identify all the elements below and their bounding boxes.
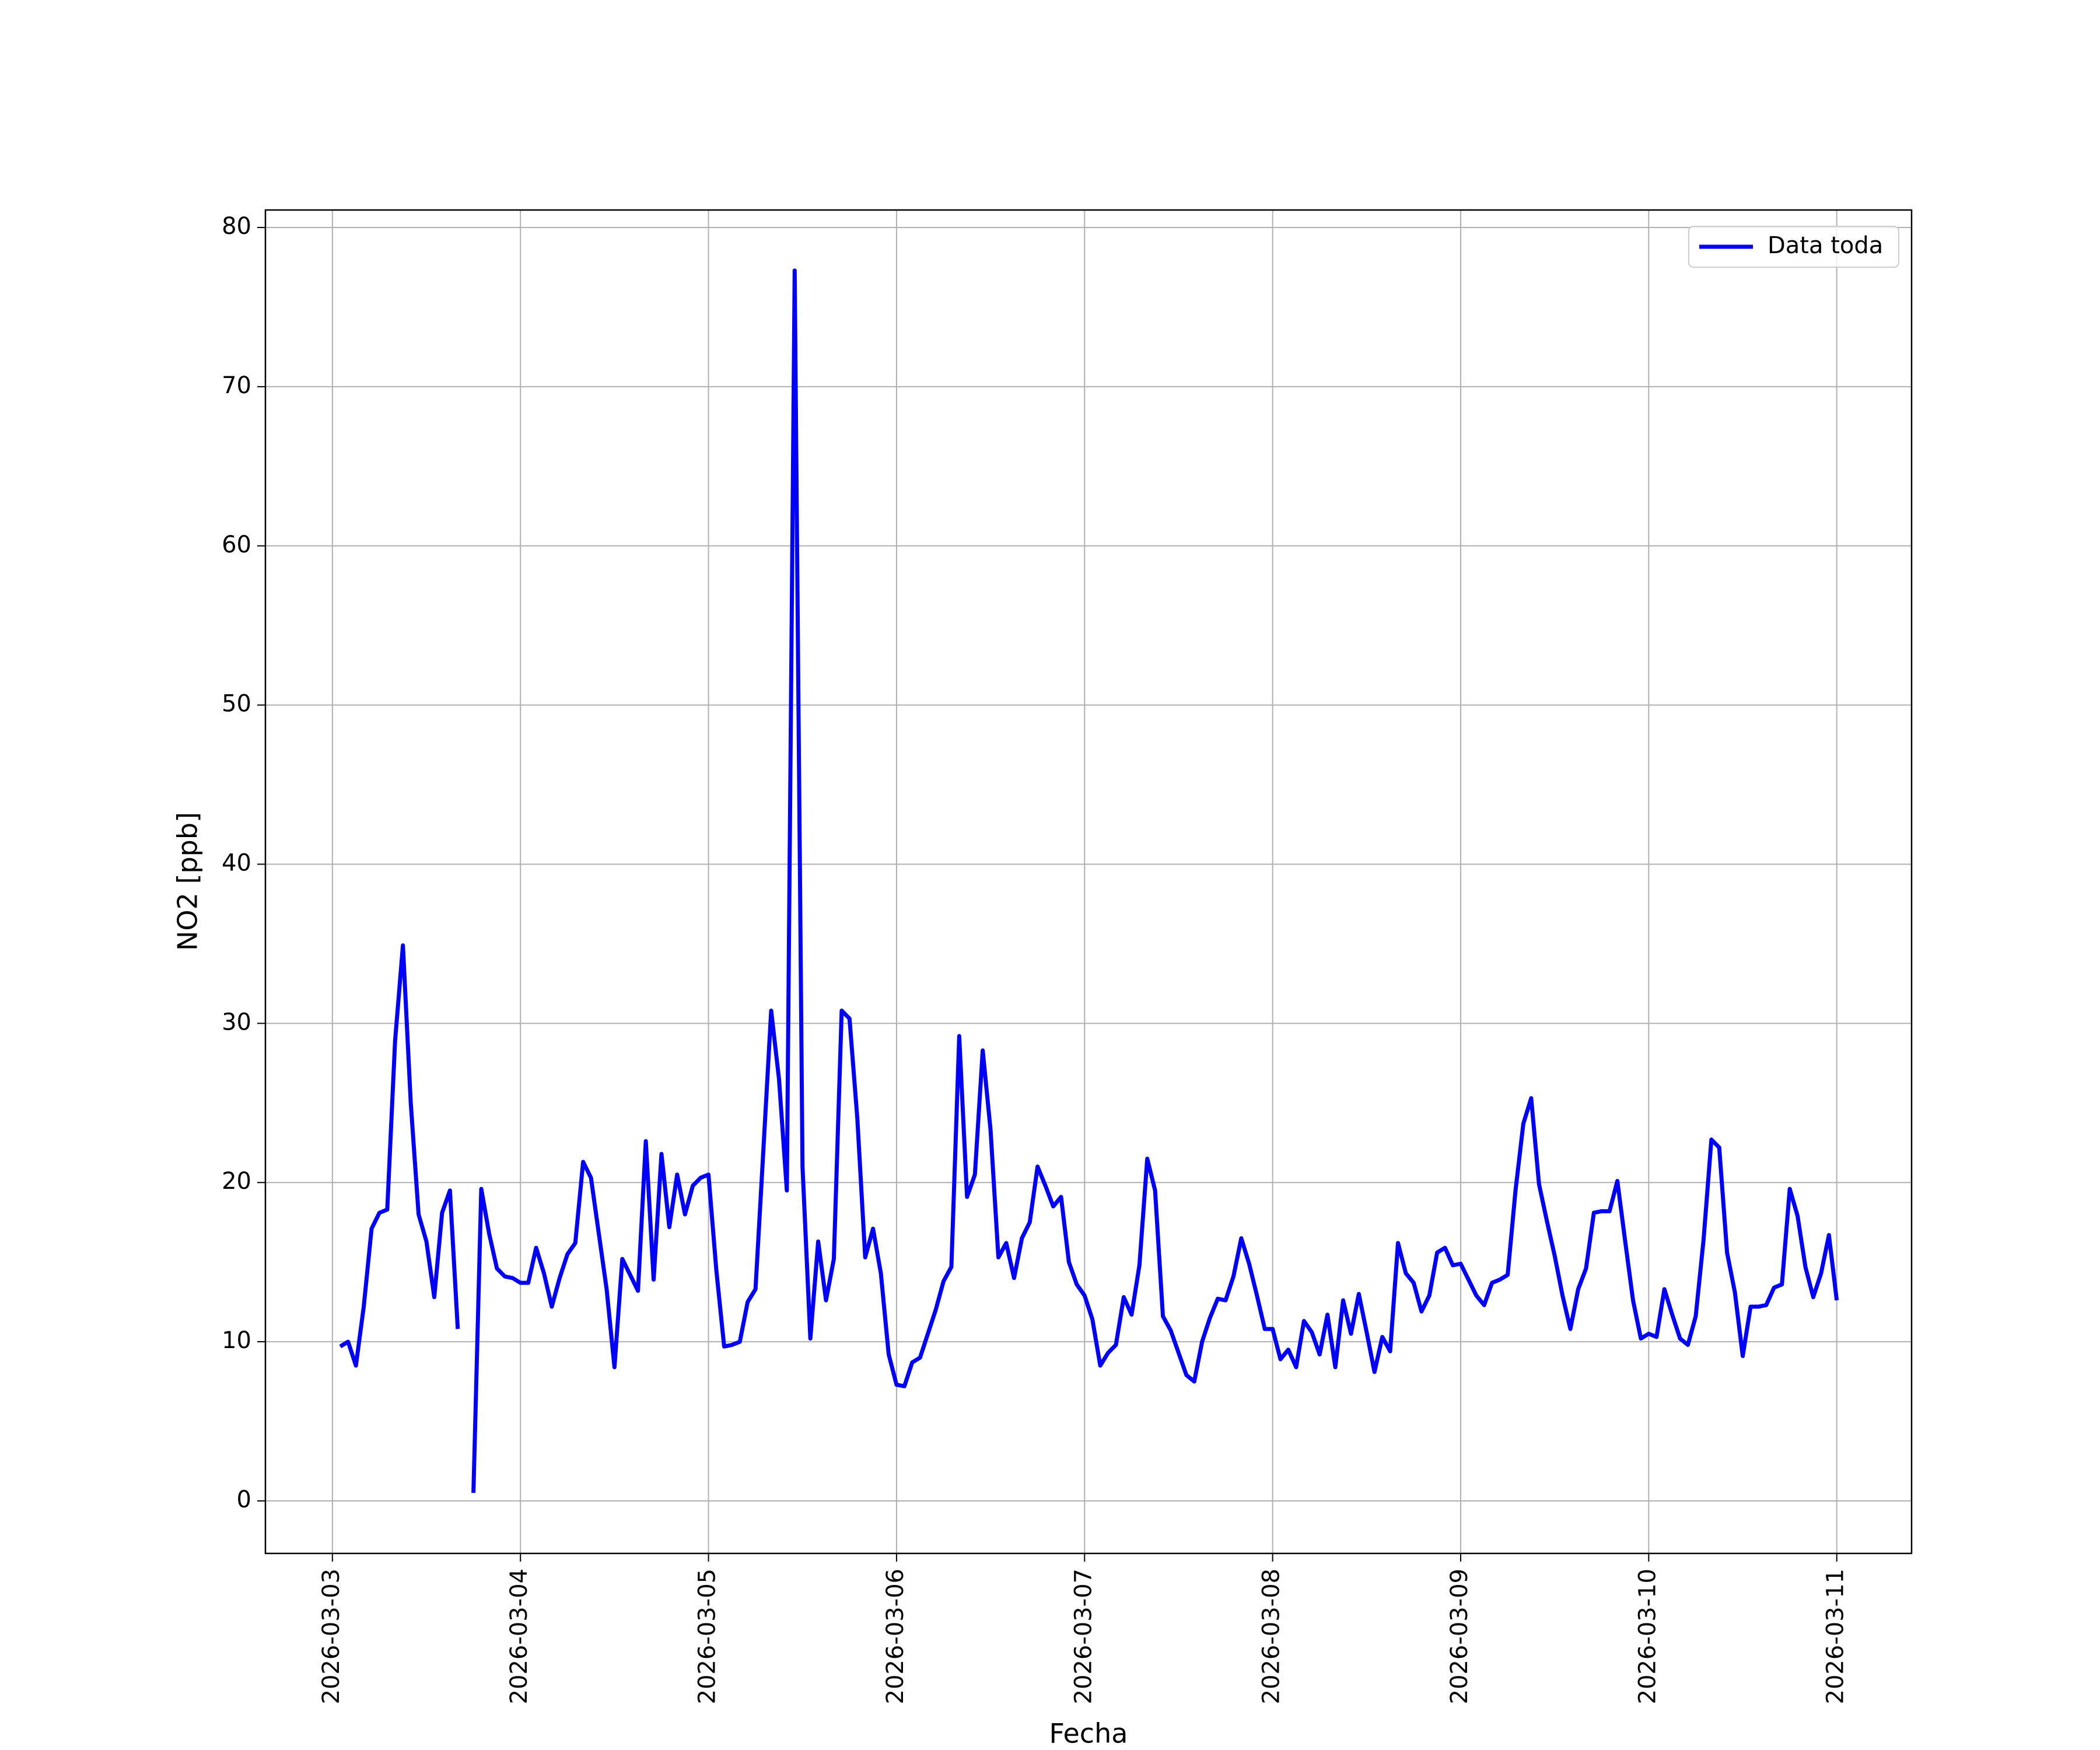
- x-tick-label: 2026-03-11: [1822, 1569, 1849, 1704]
- y-axis-label: NO2 [ppb]: [172, 812, 204, 951]
- y-tick-label: 20: [222, 1168, 251, 1195]
- x-tick-label: 2026-03-05: [694, 1569, 721, 1704]
- data-line: [471, 268, 1839, 1493]
- data-layer: [339, 268, 1839, 1493]
- data-line: [339, 943, 460, 1368]
- y-tick-label: 50: [222, 691, 251, 718]
- grid-layer: [265, 210, 1912, 1553]
- x-tick-label: 2026-03-08: [1258, 1569, 1285, 1704]
- y-tick-label: 70: [222, 372, 251, 399]
- x-tick-label: 2026-03-03: [318, 1569, 345, 1704]
- y-tick-label: 10: [222, 1327, 251, 1354]
- y-tick-label: 60: [222, 531, 251, 558]
- y-tick-label: 80: [222, 213, 251, 240]
- y-tick-label: 40: [222, 849, 251, 876]
- y-tick-label: 0: [237, 1486, 251, 1513]
- x-tick-label: 2026-03-07: [1070, 1569, 1097, 1704]
- axes-frame: [264, 209, 1913, 1555]
- legend-label: Data toda: [1768, 232, 1883, 259]
- x-tick-label: 2026-03-06: [882, 1569, 909, 1704]
- x-tick-label: 2026-03-09: [1446, 1569, 1473, 1704]
- x-tick-label: 2026-03-10: [1634, 1569, 1661, 1704]
- x-tick-label: 2026-03-04: [506, 1569, 533, 1704]
- y-tick-label: 30: [222, 1009, 251, 1035]
- legend: Data toda: [1688, 226, 1899, 268]
- legend-box: [1688, 226, 1899, 268]
- x-axis-label: Fecha: [1049, 1718, 1128, 1749]
